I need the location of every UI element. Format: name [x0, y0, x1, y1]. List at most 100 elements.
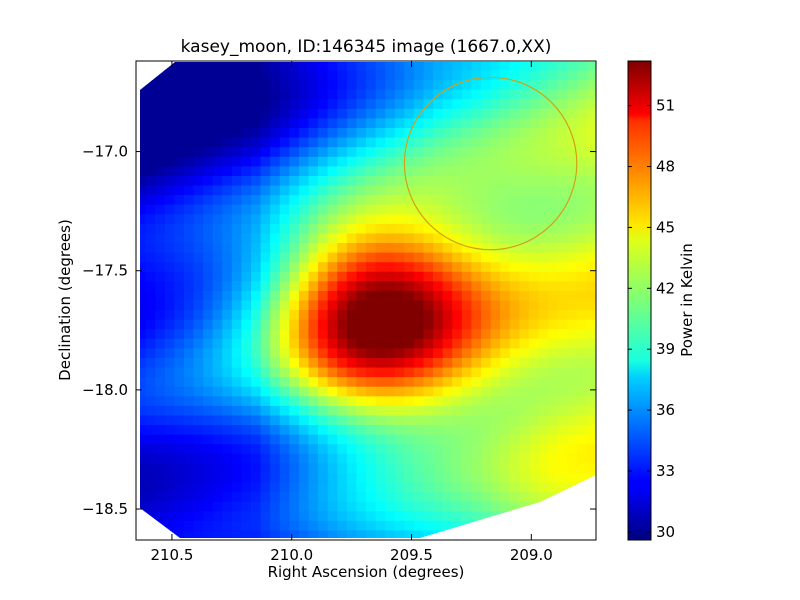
heatmap-cell — [337, 70, 348, 81]
heatmap-cell — [576, 243, 588, 254]
heatmap-cell — [404, 262, 415, 273]
heatmap-cell — [212, 233, 223, 244]
heatmap-cell — [528, 62, 540, 72]
heatmap-cell — [538, 70, 549, 81]
heatmap-cell — [337, 252, 348, 263]
heatmap-cell — [327, 310, 338, 321]
heatmap-cell — [385, 520, 396, 532]
heatmap-cell — [413, 214, 425, 225]
heatmap-cell — [289, 281, 300, 292]
heatmap-cell — [289, 118, 300, 129]
heatmap-cell — [490, 319, 501, 330]
heatmap-cell — [346, 281, 358, 292]
heatmap-cell — [433, 492, 444, 503]
heatmap-cell — [145, 262, 156, 273]
heatmap-cell — [346, 214, 358, 225]
heatmap-cell — [260, 223, 271, 235]
heatmap-cell — [145, 434, 156, 445]
heatmap-cell — [183, 204, 195, 215]
heatmap-cell — [442, 252, 453, 263]
heatmap-cell — [318, 415, 329, 426]
heatmap-cell — [203, 405, 214, 417]
heatmap-cell — [279, 147, 290, 158]
heatmap-cell — [413, 492, 425, 503]
heatmap-cell — [452, 434, 463, 445]
heatmap-cell — [308, 290, 319, 302]
heatmap-cell — [471, 166, 482, 177]
heatmap-cell — [251, 472, 262, 484]
heatmap-cell — [155, 415, 166, 426]
heatmap-cell — [490, 281, 501, 292]
heatmap-cell — [586, 156, 596, 167]
heatmap-cell — [260, 425, 271, 436]
heatmap-cell — [385, 262, 396, 273]
heatmap-cell — [279, 386, 290, 397]
heatmap-cell — [164, 281, 175, 292]
heatmap-cell — [183, 329, 195, 340]
heatmap-cell — [289, 386, 300, 397]
heatmap-cell — [442, 501, 453, 512]
heatmap-cell — [337, 80, 348, 91]
heatmap-cell — [183, 243, 195, 254]
heatmap-cell — [576, 166, 588, 177]
y-tick-label: −17.0 — [82, 143, 128, 161]
heatmap-cell — [461, 472, 473, 484]
heatmap-cell — [509, 80, 520, 91]
heatmap-cell — [193, 463, 204, 474]
heatmap-cell — [413, 166, 425, 177]
heatmap-cell — [413, 520, 425, 532]
heatmap-cell — [519, 62, 530, 72]
heatmap-cell — [375, 156, 386, 167]
heatmap-cell — [385, 396, 396, 407]
heatmap-cell — [557, 425, 568, 436]
heatmap-cell — [212, 204, 223, 215]
heatmap-cell — [548, 62, 559, 72]
heatmap-cell — [423, 501, 434, 512]
heatmap-cell — [337, 223, 348, 235]
heatmap-cell — [279, 243, 290, 254]
heatmap-cell — [500, 482, 511, 493]
heatmap-cell — [174, 386, 185, 397]
heatmap-cell — [528, 386, 540, 397]
heatmap-cell — [404, 396, 415, 407]
heatmap-cell — [337, 415, 348, 426]
heatmap-cell — [509, 271, 520, 282]
heatmap-cell — [308, 386, 319, 397]
heatmap-cell — [557, 319, 568, 330]
heatmap-cell — [490, 453, 501, 464]
heatmap-cell — [308, 377, 319, 388]
heatmap-cell — [241, 434, 252, 445]
heatmap-cell — [241, 80, 252, 91]
heatmap-cell — [270, 482, 281, 493]
heatmap-cell — [442, 520, 453, 532]
heatmap-cell — [308, 405, 319, 417]
heatmap-cell — [174, 89, 185, 100]
heatmap-cell — [251, 492, 262, 503]
heatmap-cell — [140, 415, 147, 426]
heatmap-cell — [586, 175, 596, 187]
heatmap-cell — [203, 472, 214, 484]
heatmap-cell — [394, 501, 405, 512]
heatmap-cell — [231, 338, 243, 349]
heatmap-cell — [164, 233, 175, 244]
heatmap-cell — [481, 108, 492, 120]
heatmap-cell — [140, 233, 147, 244]
heatmap-cell — [270, 62, 281, 72]
heatmap-cell — [164, 223, 175, 235]
heatmap-cell — [346, 463, 358, 474]
heatmap-cell — [576, 338, 588, 349]
heatmap-cell — [279, 367, 290, 378]
heatmap-cell — [394, 99, 405, 110]
heatmap-cell — [203, 262, 214, 273]
heatmap-cell — [471, 348, 482, 359]
heatmap-cell — [337, 492, 348, 503]
heatmap-cell — [500, 415, 511, 426]
heatmap-cell — [164, 367, 175, 378]
heatmap-cell — [404, 185, 415, 196]
heatmap-cell — [394, 444, 405, 455]
heatmap-cell — [164, 310, 175, 321]
heatmap-cell — [538, 319, 549, 330]
heatmap-cell — [251, 185, 262, 196]
heatmap-cell — [394, 300, 405, 311]
heatmap-cell — [270, 252, 281, 263]
